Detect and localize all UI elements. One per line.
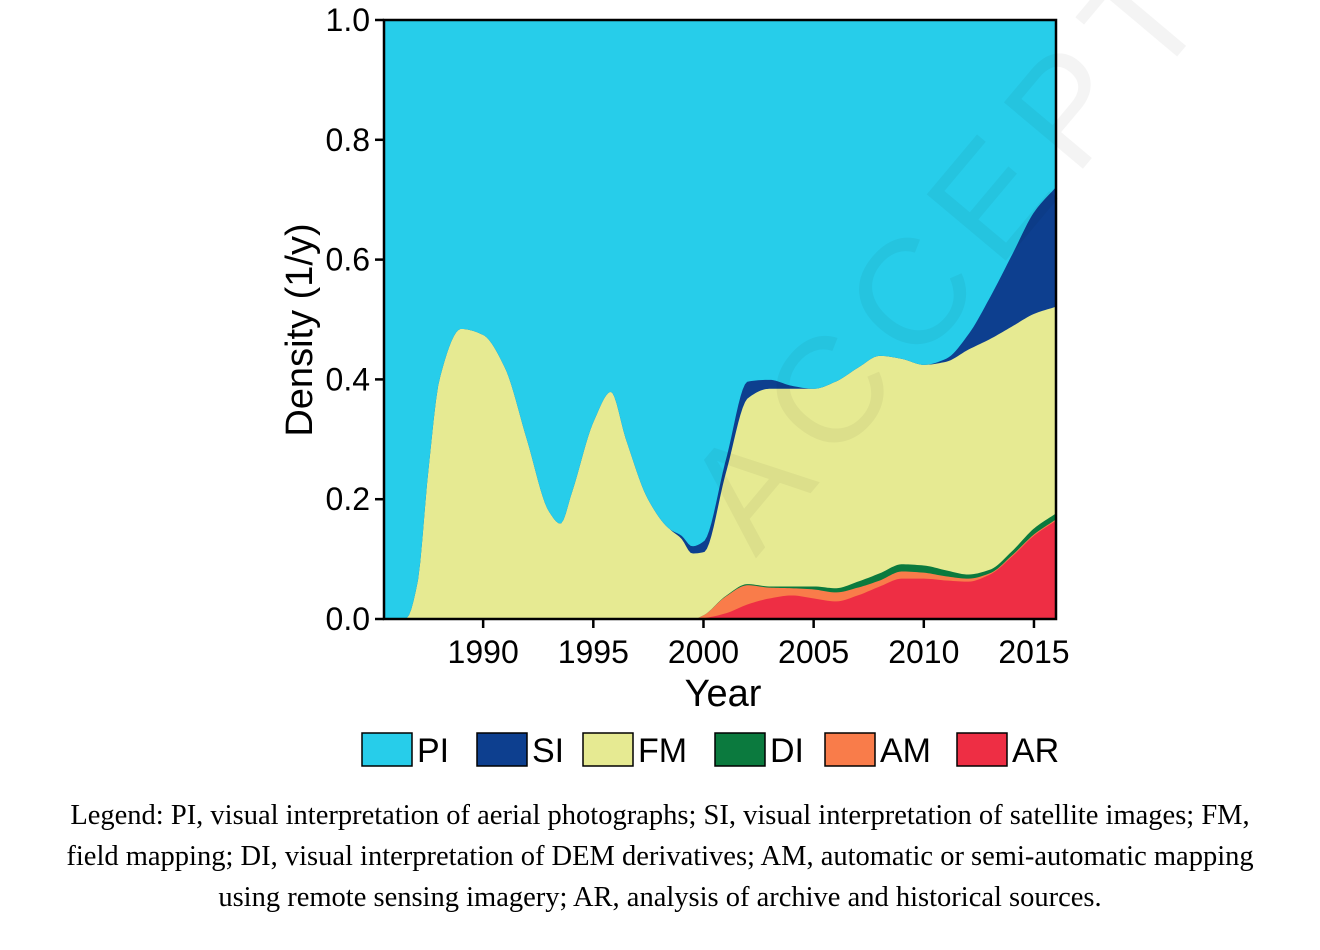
x-tick-label-1995: 1995 xyxy=(558,634,629,670)
legend-swatch-am xyxy=(824,732,876,767)
y-tick-label-0.0: 0.0 xyxy=(326,601,370,637)
legend-label-di: DI xyxy=(770,732,804,770)
x-tick-label-2005: 2005 xyxy=(778,634,849,670)
legend-swatch-fm xyxy=(582,732,634,767)
legend-swatch-si xyxy=(476,732,528,767)
figure-caption: Legend: PI, visual interpretation of aer… xyxy=(0,795,1320,918)
plot-areas xyxy=(383,19,1057,620)
x-tick-label-2000: 2000 xyxy=(668,634,739,670)
legend-swatch-di xyxy=(714,732,766,767)
x-tick-label-1990: 1990 xyxy=(448,634,519,670)
plot-frame xyxy=(382,18,1058,621)
legend-item-fm: FM xyxy=(582,732,687,770)
x-tick-label-2015: 2015 xyxy=(998,634,1069,670)
legend-item-ar: AR xyxy=(956,732,1059,770)
caption-line-2: field mapping; DI, visual interpretation… xyxy=(66,841,1254,872)
legend-label-am: AM xyxy=(880,732,931,770)
legend-item-di: DI xyxy=(714,732,804,770)
legend-label-pi: PI xyxy=(417,732,449,770)
y-tick-label-0.8: 0.8 xyxy=(326,122,370,158)
legend-label-fm: FM xyxy=(638,732,687,770)
y-tick-label-0.6: 0.6 xyxy=(326,242,370,278)
x-axis-label: Year xyxy=(685,673,762,715)
caption-line-3: using remote sensing imagery; AR, analys… xyxy=(218,882,1102,913)
axes: 1990 1995 2000 2005 2010 2015 0.0 0.2 0.4 0.6 0.8 1… xyxy=(326,2,1070,670)
legend-swatch-pi xyxy=(361,732,413,767)
legend-item-pi: PI xyxy=(361,732,449,770)
legend-swatch-ar xyxy=(956,732,1008,767)
legend-label-ar: AR xyxy=(1012,732,1059,770)
legend-label-si: SI xyxy=(532,732,564,770)
stacked-area-chart: 1990 1995 2000 2005 2010 2015 0.0 0.2 0.4 0.6 0.8 1… xyxy=(279,2,1070,770)
x-tick-label-2010: 2010 xyxy=(888,634,959,670)
y-tick-label-1.0: 1.0 xyxy=(326,2,370,38)
y-axis-label: Density (1/y) xyxy=(279,223,321,436)
caption-line-1: Legend: PI, visual interpretation of aer… xyxy=(70,800,1250,831)
legend: PI SI FM DI AM AR xyxy=(361,732,1059,770)
y-tick-label-0.2: 0.2 xyxy=(326,481,370,517)
legend-item-si: SI xyxy=(476,732,564,770)
y-tick-label-0.4: 0.4 xyxy=(326,361,370,397)
legend-item-am: AM xyxy=(824,732,931,770)
